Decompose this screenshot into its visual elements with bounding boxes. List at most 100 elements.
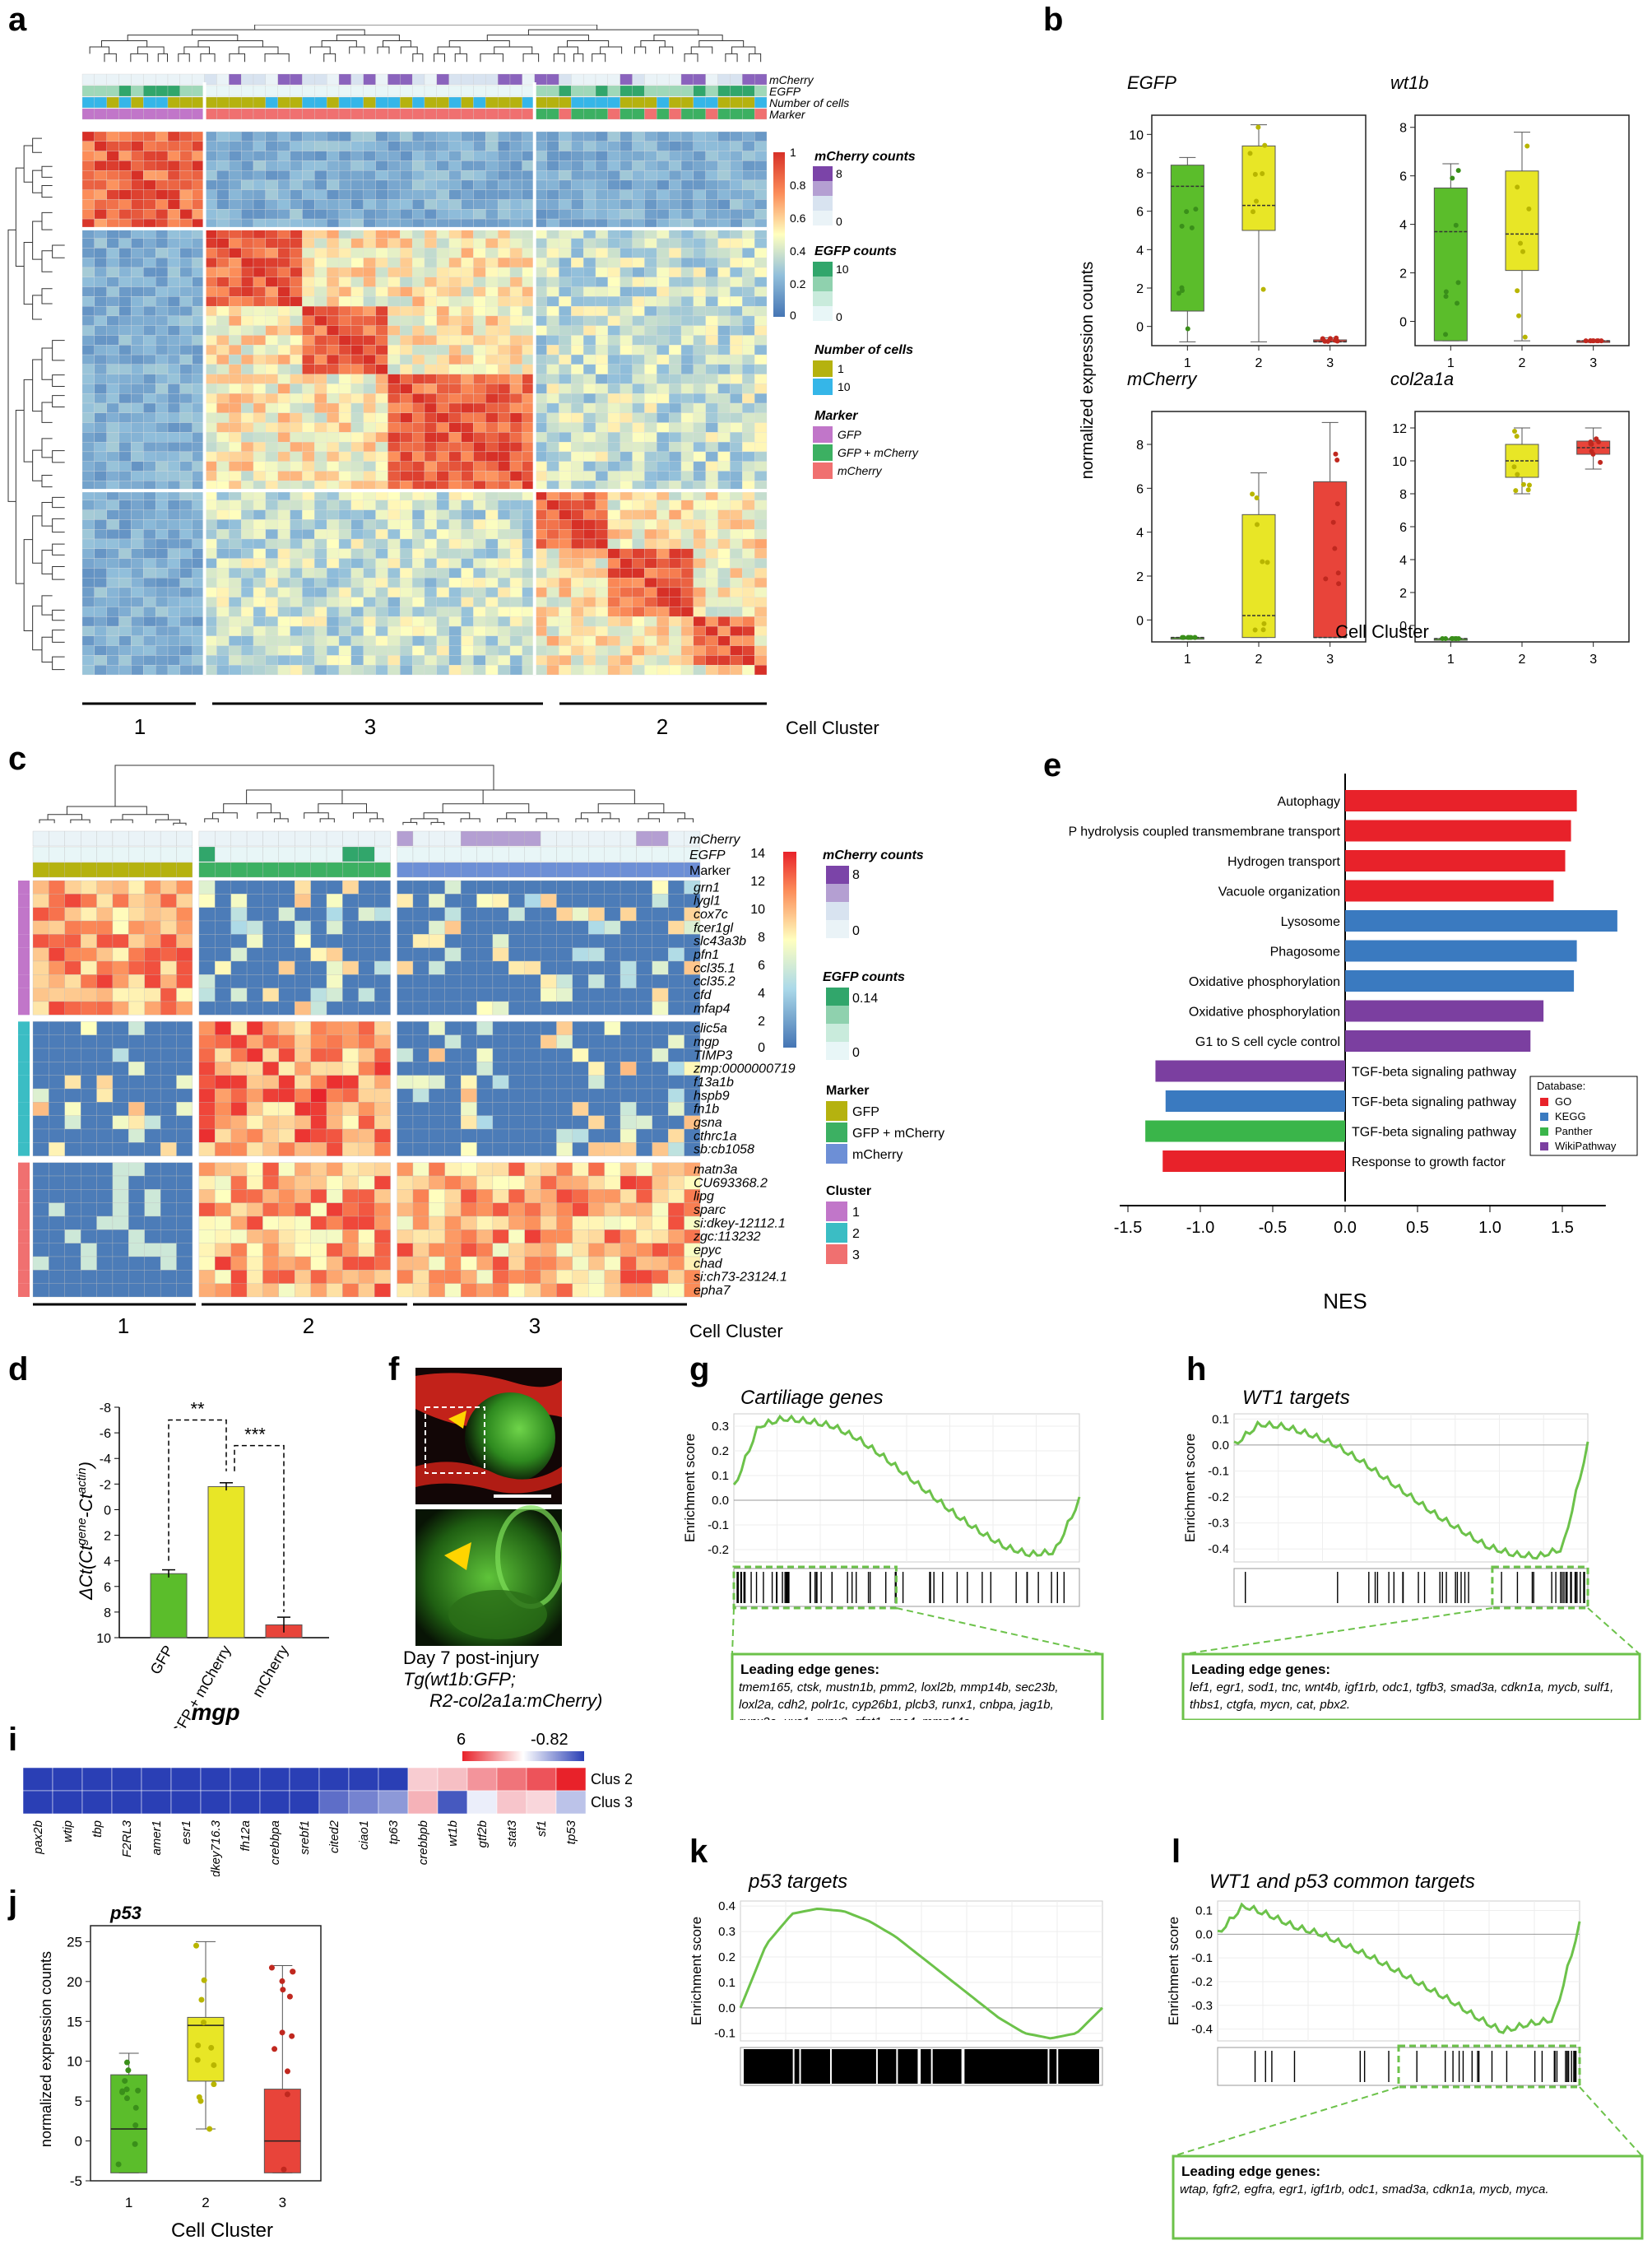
- heat-cell: [265, 616, 278, 627]
- annot-marker: [492, 862, 509, 878]
- heat-cell: [540, 1128, 557, 1143]
- heat-cell: [302, 374, 315, 384]
- heat-cell: [81, 238, 95, 249]
- heat-cell: [604, 1229, 621, 1243]
- heat-cell: [620, 920, 637, 935]
- heat-cell: [94, 345, 107, 356]
- heat-cell: [595, 141, 609, 151]
- heat-cell: [118, 597, 132, 607]
- heat-cell: [680, 432, 694, 443]
- heat-cell: [705, 277, 718, 287]
- heat-cell: [375, 354, 388, 365]
- heat-cell: [572, 1162, 589, 1177]
- branch: [41, 250, 53, 272]
- heat-cell: [524, 947, 541, 962]
- heat-cell: [742, 141, 755, 151]
- heat-cell: [509, 519, 523, 530]
- point: [1522, 334, 1528, 340]
- heat-cell: [143, 402, 156, 413]
- heat-cell: [397, 1189, 414, 1203]
- heat-cell: [717, 616, 731, 627]
- heat-cell: [644, 625, 657, 637]
- heat-cell: [338, 412, 352, 423]
- branch: [41, 165, 53, 178]
- heat-cell: [198, 1189, 216, 1203]
- heat-cell: [176, 907, 193, 922]
- annot-mcherry: [476, 830, 494, 847]
- annot-mcherry: [572, 830, 589, 847]
- heat-cell: [620, 577, 633, 588]
- heat-cell: [230, 960, 248, 975]
- heat-cell: [350, 354, 364, 365]
- heat-cell: [118, 199, 132, 210]
- heat-cell: [216, 151, 230, 161]
- heat-cell: [730, 354, 743, 365]
- heat-cell: [705, 335, 718, 346]
- heat-cell: [680, 509, 694, 520]
- heat-cell: [524, 988, 541, 1002]
- heat-cell: [160, 894, 177, 908]
- heat-cell: [198, 1115, 216, 1130]
- heat-cell: [754, 645, 768, 656]
- heat-cell: [730, 141, 743, 151]
- heat-cell: [668, 655, 682, 666]
- annot-ncells: [387, 96, 401, 109]
- heat-cell: [411, 587, 425, 597]
- heat-cell: [81, 519, 95, 530]
- heat-cell: [620, 354, 633, 365]
- heat-cell: [522, 238, 535, 249]
- heat-cell: [476, 1175, 494, 1190]
- heat-cell: [144, 1243, 161, 1257]
- heat-cell: [375, 412, 388, 423]
- ytick-label: 0: [1399, 620, 1407, 634]
- heat-cell: [657, 151, 670, 161]
- heat-cell: [461, 248, 474, 258]
- heat-cell: [448, 209, 462, 220]
- heat-cell: [572, 1021, 589, 1035]
- heat-cell: [485, 402, 499, 413]
- heat-cell: [314, 607, 327, 617]
- heat-cell: [424, 170, 438, 181]
- heat-cell: [229, 607, 242, 617]
- heat-cell: [350, 189, 364, 200]
- heat-cell: [155, 393, 169, 404]
- heat-cell: [473, 577, 486, 588]
- heat-cell: [444, 1021, 462, 1035]
- heat-cell: [131, 597, 144, 607]
- heat-cell: [436, 412, 449, 423]
- heat-cell: [350, 548, 364, 559]
- heat-cell: [424, 305, 438, 317]
- heat-cell: [632, 315, 645, 326]
- heat-cell: [559, 441, 572, 453]
- heat-cell: [473, 296, 486, 307]
- heat-cell: [160, 1001, 177, 1016]
- heat-cell: [595, 451, 609, 462]
- heat-cell: [705, 655, 718, 666]
- heat-cell: [540, 1189, 557, 1203]
- heat-cell: [143, 160, 156, 171]
- heat-cell: [363, 141, 376, 151]
- heat-cell: [155, 509, 169, 520]
- heat-cell: [246, 1021, 263, 1035]
- annot-marker: [559, 108, 572, 120]
- heat-cell: [461, 179, 474, 190]
- annot-marker: [326, 108, 340, 120]
- heat-cell: [229, 345, 242, 356]
- point: [1583, 338, 1589, 344]
- heat-cell: [436, 577, 449, 588]
- heat-cell: [400, 616, 413, 627]
- heat-cell: [326, 258, 340, 268]
- heat-cell: [644, 529, 657, 540]
- annot-mcherry: [693, 73, 706, 86]
- heat-cell: [607, 597, 620, 607]
- heat-cell: [668, 141, 682, 151]
- heat-cell: [668, 1175, 684, 1190]
- heat-cell: [278, 894, 295, 908]
- heat-cell: [176, 1021, 193, 1035]
- heat-cell: [497, 141, 511, 151]
- heat-cell: [509, 616, 523, 627]
- heat-cell: [131, 296, 144, 307]
- heat-cell: [314, 577, 327, 588]
- point: [1260, 286, 1266, 292]
- heat-cell: [32, 1202, 49, 1217]
